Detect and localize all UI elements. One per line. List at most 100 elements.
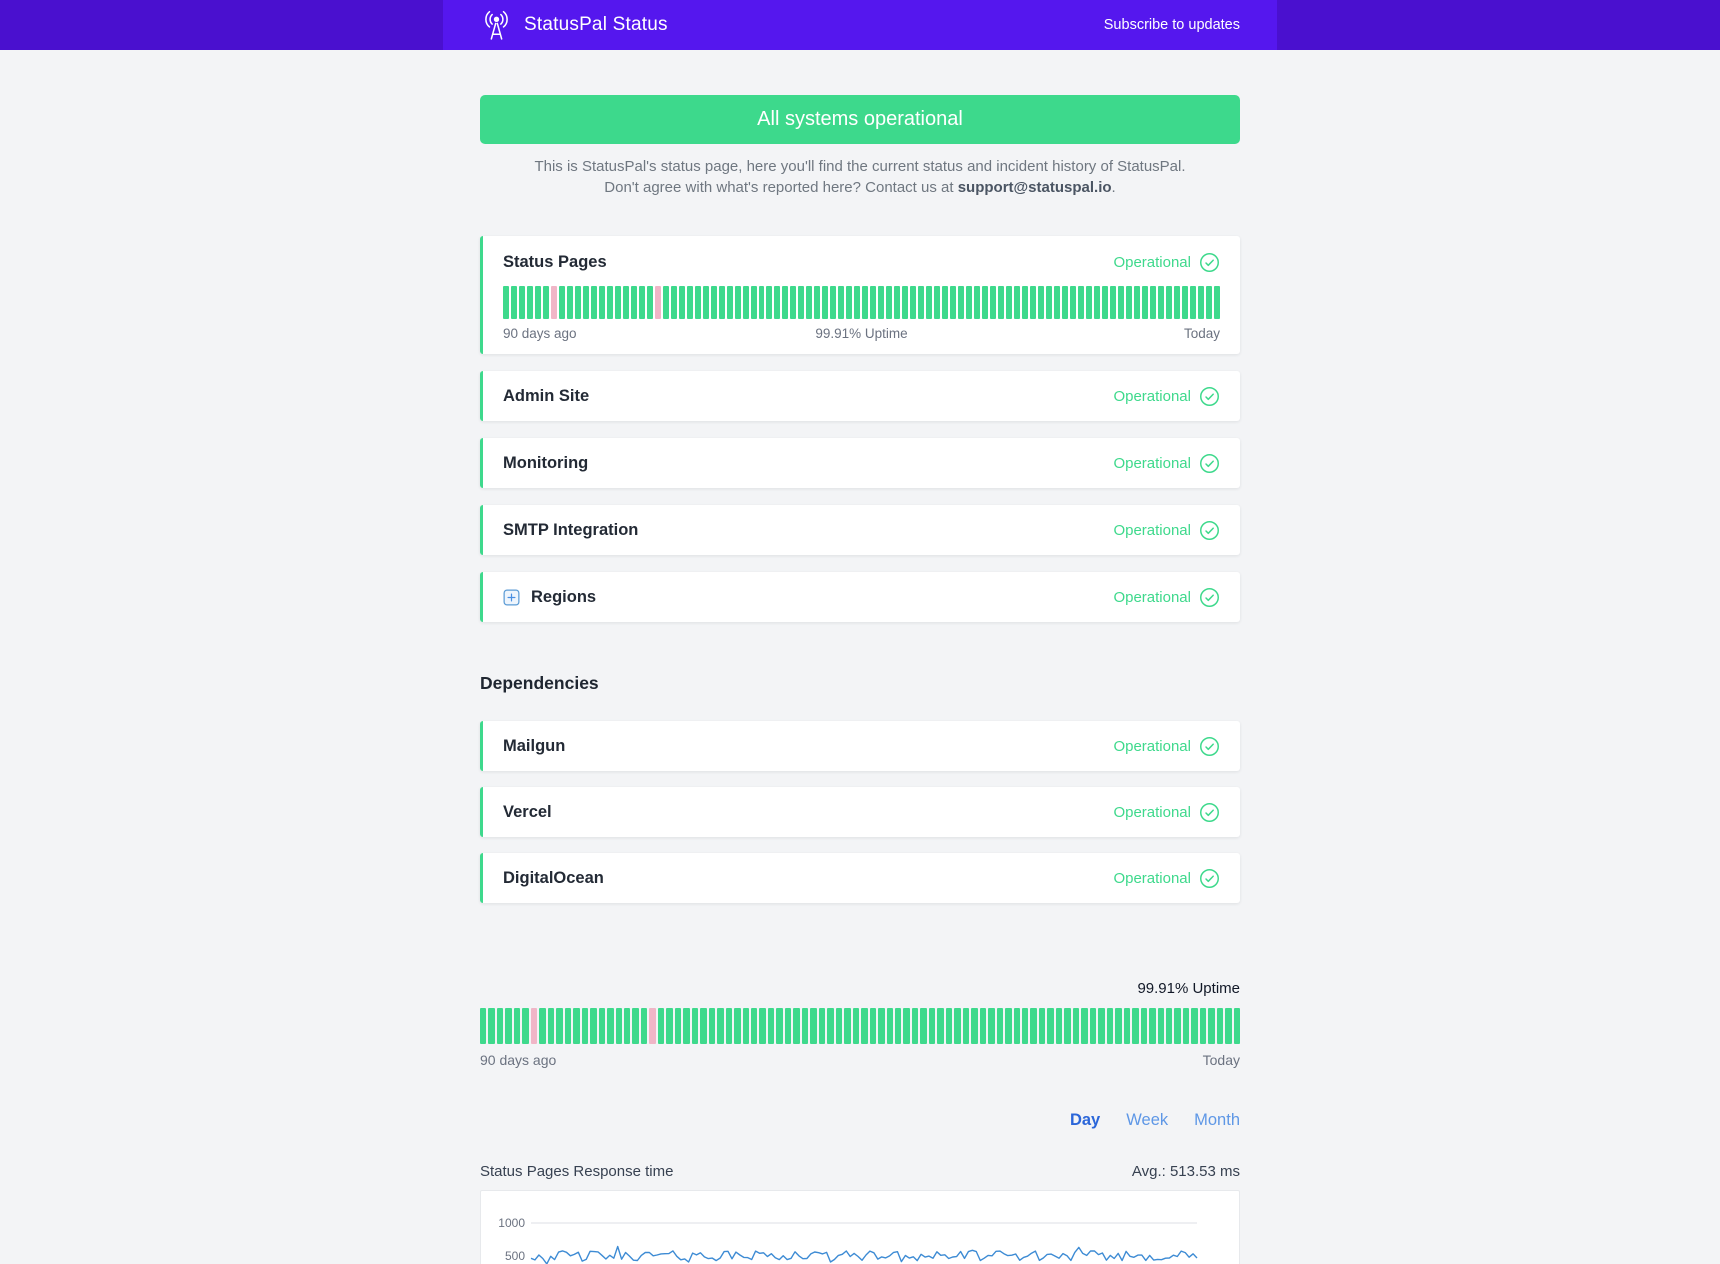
- tab-week[interactable]: Week: [1126, 1111, 1169, 1129]
- uptime-day-bar[interactable]: [725, 1008, 733, 1044]
- uptime-day-bar[interactable]: [590, 1008, 597, 1044]
- uptime-day-bar[interactable]: [942, 286, 949, 319]
- uptime-day-bar[interactable]: [910, 286, 917, 319]
- uptime-day-bar[interactable]: [870, 286, 877, 319]
- uptime-day-bar[interactable]: [758, 286, 765, 319]
- uptime-day-bar[interactable]: [503, 286, 509, 319]
- uptime-day-bar[interactable]: [793, 1008, 800, 1044]
- uptime-day-bar[interactable]: [814, 286, 821, 319]
- uptime-day-bar[interactable]: [623, 1008, 631, 1044]
- uptime-day-bar[interactable]: [911, 1008, 919, 1044]
- uptime-day-bar[interactable]: [926, 286, 933, 319]
- uptime-day-bar[interactable]: [751, 1008, 758, 1044]
- tab-day[interactable]: Day: [1069, 1111, 1101, 1129]
- uptime-day-bar[interactable]: [869, 1008, 877, 1044]
- uptime-day-bar[interactable]: [759, 1008, 766, 1044]
- uptime-day-bar[interactable]: [522, 1008, 529, 1044]
- uptime-day-bar[interactable]: [1225, 1008, 1232, 1044]
- response-time-chart[interactable]: 1000 500: [480, 1190, 1240, 1264]
- uptime-day-bar[interactable]: [496, 1008, 504, 1044]
- uptime-day-bar[interactable]: [818, 1008, 826, 1044]
- uptime-day-bar[interactable]: [488, 1008, 495, 1044]
- uptime-day-bar[interactable]: [734, 286, 741, 319]
- uptime-day-bar[interactable]: [534, 286, 541, 319]
- uptime-day-bar[interactable]: [1005, 1008, 1012, 1044]
- uptime-day-bar[interactable]: [776, 1008, 783, 1044]
- uptime-day-bar[interactable]: [750, 286, 757, 319]
- uptime-day-bar[interactable]: [614, 286, 621, 319]
- uptime-day-bar[interactable]: [1109, 286, 1116, 319]
- uptime-day-bar[interactable]: [480, 1008, 487, 1044]
- uptime-day-bar[interactable]: [988, 1008, 995, 1044]
- uptime-day-bar[interactable]: [718, 286, 725, 319]
- uptime-day-bar[interactable]: [1125, 286, 1132, 319]
- uptime-day-bar[interactable]: [590, 286, 597, 319]
- uptime-day-bar[interactable]: [1117, 286, 1124, 319]
- uptime-day-bar[interactable]: [547, 1008, 555, 1044]
- uptime-day-bar[interactable]: [862, 286, 869, 319]
- uptime-day-bar[interactable]: [505, 1008, 512, 1044]
- uptime-day-bar[interactable]: [1047, 1008, 1054, 1044]
- uptime-day-bar[interactable]: [1064, 1008, 1071, 1044]
- uptime-day-bar[interactable]: [550, 286, 557, 319]
- uptime-day-bar[interactable]: [894, 1008, 902, 1044]
- uptime-day-bar[interactable]: [1197, 286, 1204, 319]
- uptime-day-bar[interactable]: [1149, 286, 1156, 319]
- uptime-day-bar[interactable]: [903, 1008, 910, 1044]
- uptime-day-bar[interactable]: [950, 286, 957, 319]
- uptime-day-bar[interactable]: [702, 286, 709, 319]
- uptime-day-bar[interactable]: [954, 1008, 961, 1044]
- uptime-day-bar[interactable]: [726, 286, 733, 319]
- uptime-day-bar[interactable]: [558, 286, 565, 319]
- uptime-day-bar[interactable]: [861, 1008, 868, 1044]
- uptime-day-bar[interactable]: [1216, 1008, 1224, 1044]
- uptime-day-bar[interactable]: [566, 286, 573, 319]
- uptime-day-bar[interactable]: [920, 1008, 927, 1044]
- uptime-day-bar[interactable]: [1149, 1008, 1156, 1044]
- uptime-day-bar[interactable]: [886, 286, 893, 319]
- uptime-day-bar[interactable]: [1030, 1008, 1037, 1044]
- uptime-day-bar[interactable]: [1014, 286, 1020, 319]
- uptime-day-bar[interactable]: [835, 1008, 843, 1044]
- uptime-day-bar[interactable]: [1208, 1008, 1215, 1044]
- subscribe-to-updates-link[interactable]: Subscribe to updates: [1103, 17, 1240, 33]
- uptime-day-bar[interactable]: [607, 1008, 614, 1044]
- uptime-day-bar[interactable]: [622, 286, 629, 319]
- uptime-day-bar[interactable]: [810, 1008, 817, 1044]
- uptime-day-bar[interactable]: [934, 286, 941, 319]
- uptime-day-bar[interactable]: [1055, 1008, 1063, 1044]
- uptime-day-bar[interactable]: [886, 1008, 893, 1044]
- uptime-day-bar[interactable]: [1123, 1008, 1131, 1044]
- uptime-day-bar[interactable]: [1013, 1008, 1020, 1044]
- uptime-day-bar[interactable]: [979, 1008, 987, 1044]
- tab-month[interactable]: Month: [1194, 1111, 1240, 1129]
- uptime-day-bar[interactable]: [801, 1008, 809, 1044]
- uptime-day-bar[interactable]: [1081, 1008, 1088, 1044]
- uptime-day-bar[interactable]: [662, 286, 669, 319]
- uptime-day-bar[interactable]: [1181, 286, 1188, 319]
- uptime-day-bar[interactable]: [806, 286, 813, 319]
- uptime-day-bar[interactable]: [1072, 1008, 1080, 1044]
- uptime-day-bar[interactable]: [1029, 286, 1036, 319]
- uptime-day-bar[interactable]: [573, 1008, 580, 1044]
- uptime-day-bar[interactable]: [846, 286, 853, 319]
- service-card-regions[interactable]: Regions Operational: [480, 572, 1240, 622]
- uptime-day-bar[interactable]: [683, 1008, 690, 1044]
- uptime-day-bar[interactable]: [1173, 286, 1180, 319]
- uptime-day-bar[interactable]: [708, 1008, 716, 1044]
- uptime-day-bar[interactable]: [666, 1008, 673, 1044]
- uptime-day-bar[interactable]: [902, 286, 909, 319]
- uptime-day-bar[interactable]: [556, 1008, 563, 1044]
- uptime-day-bar[interactable]: [686, 286, 693, 319]
- uptime-day-bar[interactable]: [678, 286, 685, 319]
- uptime-day-bar[interactable]: [700, 1008, 707, 1044]
- uptime-day-bar[interactable]: [691, 1008, 699, 1044]
- uptime-day-bar[interactable]: [894, 286, 901, 319]
- uptime-day-bar[interactable]: [710, 286, 717, 319]
- uptime-day-bar[interactable]: [598, 286, 605, 319]
- uptime-day-bar[interactable]: [790, 286, 797, 319]
- uptime-day-bar[interactable]: [830, 286, 837, 319]
- uptime-day-bar[interactable]: [1165, 1008, 1173, 1044]
- uptime-day-bar[interactable]: [827, 1008, 834, 1044]
- uptime-day-bar[interactable]: [1069, 286, 1076, 319]
